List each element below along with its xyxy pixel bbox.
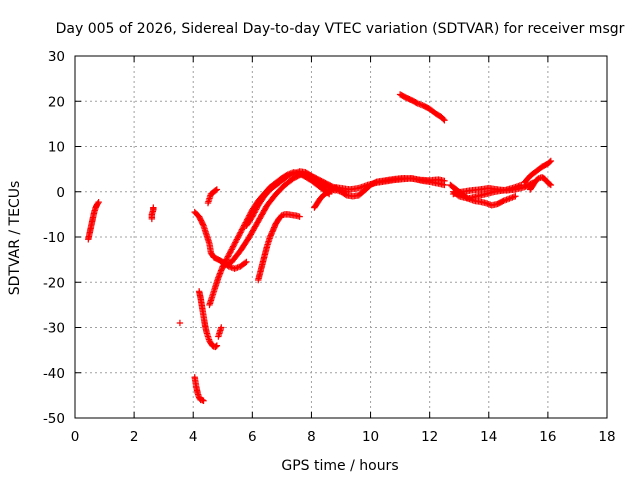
plus-marker [547, 157, 555, 165]
series-s15 [396, 91, 448, 124]
plus-marker [228, 246, 235, 253]
plus-marker [240, 223, 247, 231]
series-s18 [450, 181, 525, 202]
plus-marker [212, 343, 219, 351]
plus-marker [239, 225, 246, 232]
x-tick-label: 16 [539, 429, 556, 445]
plus-marker [226, 249, 234, 256]
plus-marker [229, 244, 236, 252]
plus-marker [237, 229, 244, 236]
y-axis-label: SDTVAR / TECUs [7, 181, 23, 296]
plus-marker [230, 242, 238, 249]
plus-marker [234, 234, 241, 242]
plus-marker [235, 232, 243, 239]
plus-marker [218, 324, 225, 331]
plus-marker [212, 343, 220, 350]
plus-marker [200, 397, 207, 405]
plus-marker [150, 204, 157, 211]
plus-marker [547, 181, 555, 189]
plus-marker [243, 258, 250, 266]
x-axis-label: GPS time / hours [281, 458, 398, 474]
series-s19 [521, 157, 555, 186]
plus-marker [94, 200, 102, 207]
plus-marker [249, 213, 256, 220]
plus-marker [231, 240, 238, 247]
series-s1 [85, 198, 102, 243]
plus-marker [232, 239, 239, 246]
x-tick-label: 0 [71, 429, 80, 445]
plus-marker [250, 210, 258, 218]
plus-marker [238, 227, 245, 235]
y-tick-label: 20 [48, 94, 65, 110]
plus-marker [546, 158, 554, 166]
plus-marker [251, 209, 258, 216]
series-s14 [331, 174, 448, 193]
plus-marker [232, 237, 240, 245]
y-tick-label: -20 [43, 275, 65, 291]
plus-marker [296, 213, 303, 220]
plus-marker [227, 247, 235, 255]
series-s10 [219, 170, 351, 270]
plus-marker [199, 221, 207, 228]
plus-marker [235, 233, 242, 240]
plus-marker [229, 243, 237, 250]
y-tick-label: 0 [56, 185, 65, 201]
plus-marker [212, 187, 220, 194]
plus-marker [512, 193, 519, 200]
y-tick-label: 30 [48, 49, 65, 65]
y-tick-label: -50 [43, 411, 65, 427]
series-s12 [255, 211, 303, 284]
series-s3 [176, 319, 184, 327]
gridlines [75, 56, 607, 418]
x-tick-label: 12 [421, 429, 438, 445]
plus-marker [225, 251, 232, 259]
y-tick-label: -10 [43, 230, 65, 246]
x-tick-label: 8 [307, 429, 316, 445]
plus-marker [238, 226, 246, 233]
plus-marker [213, 186, 221, 193]
plus-marker [233, 236, 241, 243]
y-tick-label: -40 [43, 366, 65, 382]
plus-marker [224, 253, 232, 260]
data-points [85, 91, 555, 405]
plus-marker [213, 342, 221, 349]
plus-marker [95, 198, 102, 206]
series-s4 [191, 374, 207, 405]
series-s7 [191, 208, 250, 272]
plus-marker [546, 181, 554, 188]
axis-ticks: 0 2 4 6 8 10 12 14 16 18 -50 -40 -30 -20 -10 0 10 20 30 [43, 49, 616, 445]
series-s8 [204, 186, 221, 207]
y-tick-label: 10 [48, 140, 65, 156]
chart-title: Day 005 of 2026, Sidereal Day-to-day VTE… [56, 21, 625, 37]
plus-marker [224, 254, 231, 262]
x-tick-label: 4 [189, 429, 198, 445]
plus-marker [440, 115, 447, 123]
plus-marker [236, 230, 243, 238]
x-tick-label: 14 [480, 429, 497, 445]
plus-marker [253, 204, 260, 212]
plus-marker [441, 117, 448, 124]
x-tick-label: 18 [598, 429, 615, 445]
series-s2 [148, 204, 157, 223]
plot-frame [74, 55, 608, 419]
plus-marker [252, 207, 259, 215]
plus-marker [242, 259, 249, 266]
series-s5 [195, 288, 221, 351]
plus-marker [252, 206, 260, 213]
plus-marker [176, 319, 184, 327]
plus-marker [226, 250, 233, 257]
x-tick-label: 6 [248, 429, 257, 445]
x-tick-label: 10 [362, 429, 379, 445]
series-s11 [243, 168, 339, 229]
plus-marker [441, 181, 448, 189]
x-tick-label: 2 [130, 429, 139, 445]
y-tick-label: -30 [43, 321, 65, 337]
plus-marker [249, 212, 257, 219]
series-s6 [215, 324, 225, 340]
series-s20 [526, 174, 555, 193]
